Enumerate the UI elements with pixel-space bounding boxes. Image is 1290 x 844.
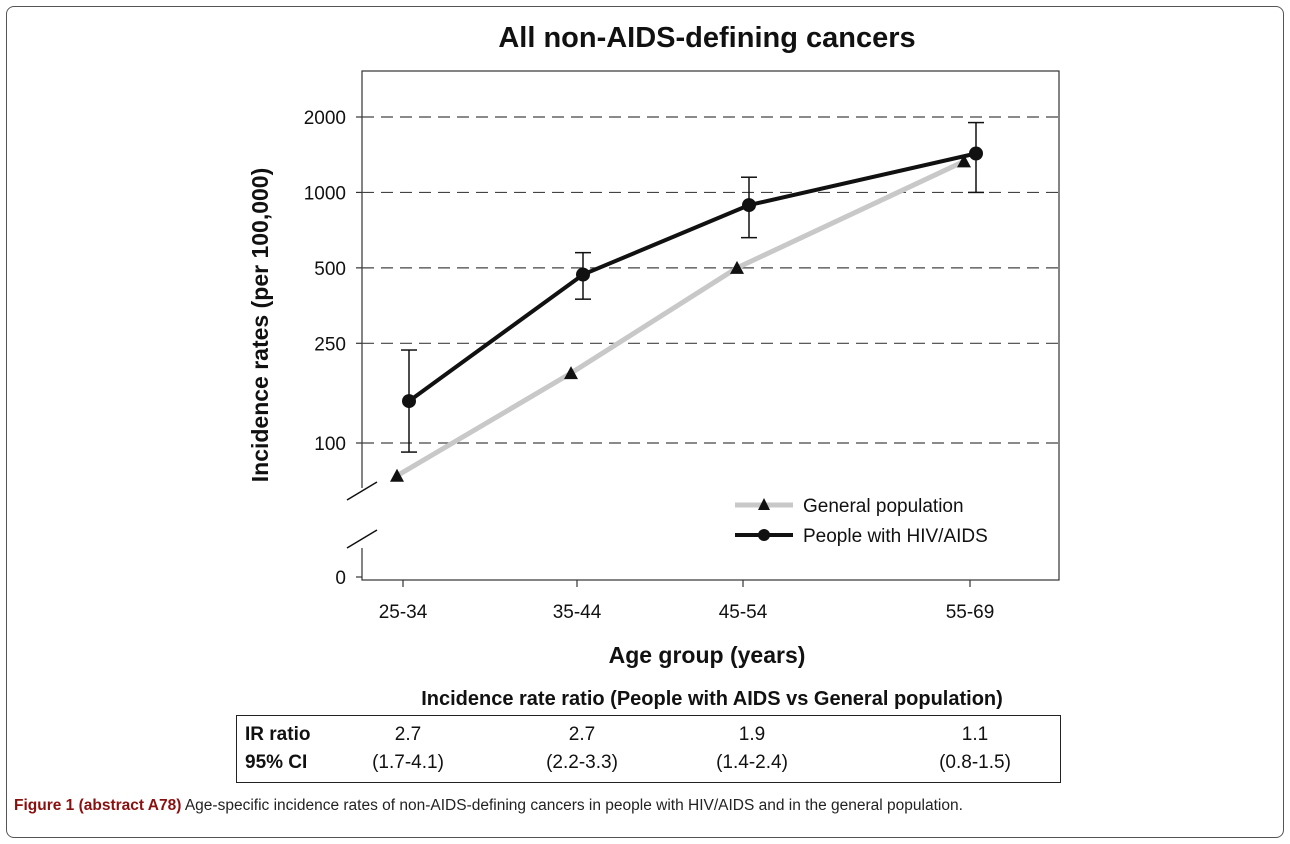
x-tick-label: 45-54 — [719, 602, 768, 623]
y-tick-label: 2000 — [304, 108, 346, 129]
legend-circle-icon — [758, 529, 770, 541]
data-point-general — [564, 366, 578, 380]
ratio-cell: 2.7 — [568, 724, 596, 745]
ci-cell: (1.4-2.4) — [716, 752, 788, 773]
x-axis-title: Age group (years) — [609, 642, 806, 668]
ci-row-label: 95% CI — [245, 752, 308, 773]
x-tick-label: 25-34 — [379, 602, 428, 623]
legend-triangle-icon — [758, 498, 770, 510]
axis-break-mark — [346, 481, 378, 501]
ratio-row-label: IR ratio — [245, 724, 311, 745]
data-point-hiv — [402, 394, 416, 409]
data-point-hiv — [969, 146, 983, 161]
legend: General population People with HIV/AIDS — [735, 496, 988, 547]
caption-label: Figure 1 (abstract A78) — [14, 797, 182, 814]
data-point-hiv — [576, 267, 590, 282]
y-tick-label: 250 — [314, 334, 346, 355]
x-tick-label: 35-44 — [553, 602, 602, 623]
y-tick-label: 500 — [314, 259, 346, 280]
y-axis-title: Incidence rates (per 100,000) — [247, 168, 273, 483]
data-point-general — [390, 468, 404, 482]
chart-title: All non-AIDS-defining cancers — [498, 22, 915, 54]
plot-area-border — [361, 70, 1060, 581]
data-point-hiv — [742, 198, 756, 213]
y-tick-label: 0 — [335, 568, 346, 589]
ci-cell: (2.2-3.3) — [546, 752, 618, 773]
ratio-table-heading: Incidence rate ratio (People with AIDS v… — [421, 688, 1003, 710]
figure-caption: Figure 1 (abstract A78) Age-specific inc… — [14, 797, 1274, 815]
series-line-general — [395, 159, 966, 478]
ratio-cell: 2.7 — [394, 724, 422, 745]
ratio-table: IR ratio 95% CI 2.7 2.7 1.9 1.1 (1.7-4.1… — [236, 715, 1061, 783]
x-tick-label: 55-69 — [946, 602, 995, 623]
axis-break-mark — [346, 529, 378, 549]
legend-label-general: General population — [803, 496, 964, 517]
legend-label-hiv: People with HIV/AIDS — [803, 526, 988, 547]
ci-cell: (1.7-4.1) — [372, 752, 444, 773]
y-tick-label: 1000 — [304, 183, 346, 204]
ratio-cell: 1.9 — [738, 724, 766, 745]
data-point-general — [957, 154, 971, 168]
series-line-hiv — [407, 151, 977, 403]
chart: All non-AIDS-defining cancers 2000100050… — [247, 22, 1060, 668]
caption-text: Age-specific incidence rates of non-AIDS… — [181, 797, 963, 814]
ci-cell: (0.8-1.5) — [939, 752, 1011, 773]
data-point-general — [730, 260, 744, 274]
ratio-cell: 1.1 — [961, 724, 989, 745]
figure-frame — [6, 6, 1284, 838]
y-tick-label: 100 — [314, 434, 346, 455]
axis-break-gap — [358, 488, 366, 548]
